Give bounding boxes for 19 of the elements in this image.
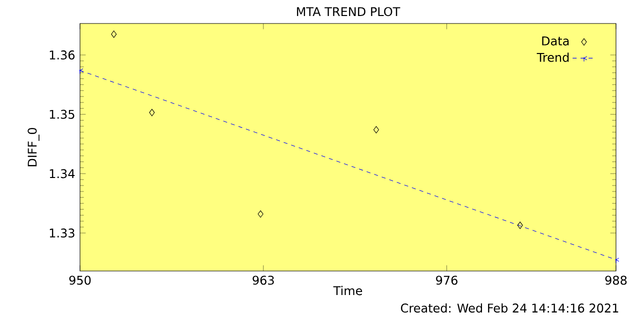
point [149,108,155,116]
y-tick-label: 1.36 [50,50,75,60]
point [373,126,379,134]
point [258,210,264,218]
x-tick-label: 963 [252,276,274,285]
legend-label: Trend [536,52,569,62]
point [517,222,523,229]
point [111,30,117,38]
x-tick-label: 950 [69,276,91,285]
y-axis-title: DIFF_0 [28,128,40,166]
y-tick-label: 1.35 [50,110,74,119]
x-tick-label: 988 [605,276,627,285]
x-tick-label: 976 [436,276,458,285]
x-axis-title: Time [333,286,362,296]
legend-label: Data [542,36,569,46]
text: Created: Wed Feb 24 14:14:16 2021 [400,303,618,313]
y-tick-label: 1.33 [50,228,74,238]
chart-title: MTA TREND PLOT [297,7,400,16]
y-tick-label: 1.34 [50,169,75,178]
